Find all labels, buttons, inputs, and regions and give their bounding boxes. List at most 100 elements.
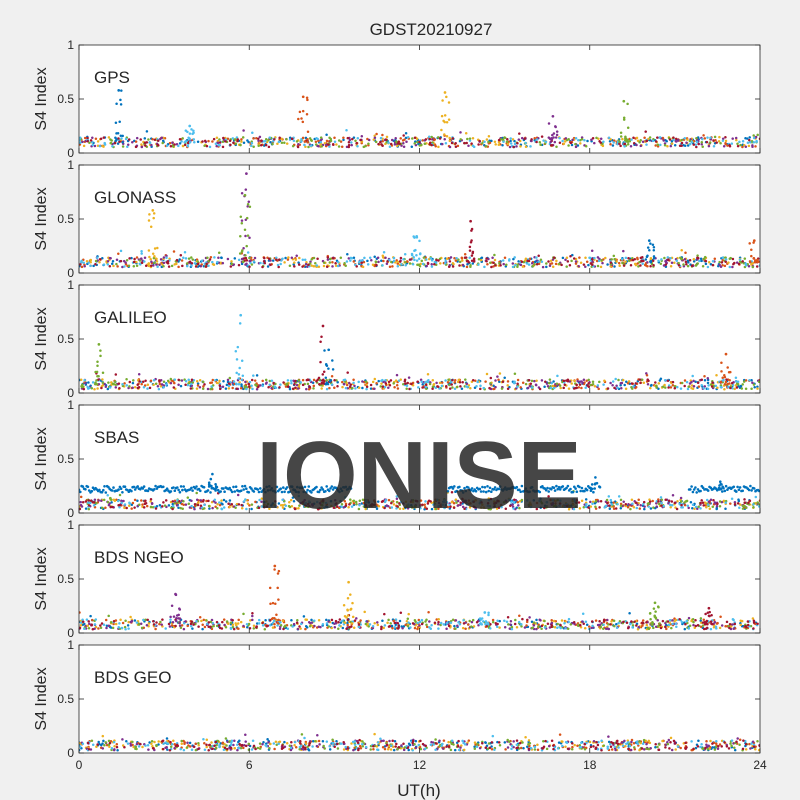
data-point	[100, 499, 103, 502]
data-point	[330, 383, 334, 386]
data-point	[355, 142, 358, 145]
data-point	[619, 504, 623, 508]
data-point	[639, 138, 642, 142]
data-point	[101, 378, 104, 381]
data-point	[162, 384, 165, 387]
data-point	[417, 386, 420, 389]
data-point	[736, 502, 740, 505]
data-point	[431, 138, 434, 141]
spike-point	[619, 131, 623, 134]
data-point	[690, 619, 693, 623]
data-point	[576, 144, 580, 147]
data-point	[512, 501, 516, 504]
data-point	[136, 499, 139, 503]
data-point	[666, 256, 670, 259]
data-point	[673, 386, 677, 390]
data-point	[277, 502, 281, 505]
band-point	[758, 489, 760, 493]
data-point	[559, 386, 562, 390]
band-point	[315, 485, 318, 489]
data-point	[83, 265, 86, 268]
band-point	[179, 485, 183, 488]
data-point	[622, 249, 625, 253]
data-point	[692, 623, 695, 627]
data-point	[236, 493, 240, 497]
data-point	[486, 504, 490, 507]
data-point	[452, 502, 456, 505]
data-point	[716, 386, 719, 390]
data-point	[186, 496, 190, 499]
data-point	[279, 623, 283, 627]
spike-point	[121, 140, 124, 144]
data-point	[432, 383, 436, 386]
data-point	[290, 256, 294, 259]
data-point	[500, 387, 504, 390]
data-point	[385, 504, 389, 507]
data-point	[211, 506, 214, 510]
data-point	[459, 131, 462, 134]
data-point	[156, 384, 160, 388]
data-point	[558, 384, 562, 387]
data-point	[684, 260, 688, 264]
data-point	[131, 386, 134, 390]
data-point	[691, 507, 694, 510]
data-point	[87, 261, 90, 264]
data-point	[596, 384, 600, 387]
data-point	[326, 258, 330, 261]
data-point	[145, 130, 149, 133]
data-point	[532, 624, 536, 627]
data-point	[261, 384, 264, 388]
data-point	[382, 626, 385, 630]
data-point	[140, 143, 143, 146]
data-point	[472, 625, 476, 628]
data-point	[306, 502, 310, 506]
data-point	[493, 258, 497, 262]
data-point	[175, 258, 179, 262]
spike-point	[470, 254, 474, 257]
data-point	[159, 137, 162, 141]
data-point	[715, 504, 719, 508]
data-point	[380, 379, 383, 383]
data-point	[377, 260, 380, 264]
data-point	[713, 621, 717, 624]
data-point	[455, 257, 458, 260]
data-point	[705, 140, 709, 144]
data-point	[591, 500, 595, 503]
data-point	[467, 499, 471, 502]
data-point	[493, 140, 497, 143]
data-point	[542, 139, 545, 142]
data-point	[242, 141, 246, 145]
data-point	[286, 258, 290, 261]
data-point	[294, 379, 297, 383]
data-point	[728, 265, 732, 269]
data-point	[267, 385, 270, 389]
data-point	[214, 142, 218, 146]
data-point	[461, 497, 464, 501]
data-point	[692, 379, 695, 383]
data-point	[130, 619, 134, 623]
spike-point	[248, 205, 252, 208]
data-point	[128, 501, 131, 504]
data-point	[347, 257, 351, 260]
data-point	[743, 257, 747, 260]
data-point	[508, 145, 512, 149]
data-point	[230, 503, 234, 506]
data-point	[427, 135, 431, 139]
data-point	[158, 380, 161, 383]
data-point	[342, 382, 346, 386]
data-point	[91, 618, 94, 622]
data-point	[461, 380, 464, 384]
data-point	[128, 385, 131, 388]
data-point	[660, 498, 664, 502]
data-point	[133, 619, 137, 622]
spike-point	[443, 114, 447, 117]
band-point	[214, 489, 217, 492]
data-point	[258, 135, 262, 139]
data-point	[263, 503, 266, 507]
data-point	[670, 500, 674, 503]
spike-point	[317, 376, 321, 380]
data-point	[162, 380, 166, 384]
panel-plot-area	[79, 525, 760, 633]
data-point	[287, 504, 291, 508]
data-point	[506, 137, 509, 141]
